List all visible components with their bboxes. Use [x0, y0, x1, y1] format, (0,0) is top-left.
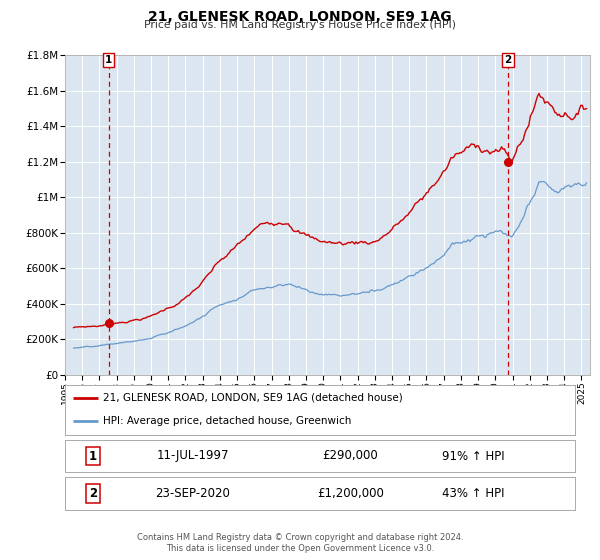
Text: 1: 1	[105, 55, 112, 65]
Text: 11-JUL-1997: 11-JUL-1997	[156, 450, 229, 463]
Text: HPI: Average price, detached house, Greenwich: HPI: Average price, detached house, Gree…	[103, 416, 352, 426]
Text: This data is licensed under the Open Government Licence v3.0.: This data is licensed under the Open Gov…	[166, 544, 434, 553]
Text: 23-SEP-2020: 23-SEP-2020	[155, 487, 230, 500]
Text: 2: 2	[89, 487, 97, 500]
Text: 21, GLENESK ROAD, LONDON, SE9 1AG: 21, GLENESK ROAD, LONDON, SE9 1AG	[148, 10, 452, 24]
Text: 21, GLENESK ROAD, LONDON, SE9 1AG (detached house): 21, GLENESK ROAD, LONDON, SE9 1AG (detac…	[103, 393, 403, 403]
Text: Price paid vs. HM Land Registry's House Price Index (HPI): Price paid vs. HM Land Registry's House …	[144, 20, 456, 30]
Text: £1,200,000: £1,200,000	[317, 487, 384, 500]
Text: 2: 2	[504, 55, 512, 65]
Text: 1: 1	[89, 450, 97, 463]
Text: 43% ↑ HPI: 43% ↑ HPI	[442, 487, 504, 500]
Text: Contains HM Land Registry data © Crown copyright and database right 2024.: Contains HM Land Registry data © Crown c…	[137, 533, 463, 542]
Text: £290,000: £290,000	[323, 450, 379, 463]
Text: 91% ↑ HPI: 91% ↑ HPI	[442, 450, 505, 463]
